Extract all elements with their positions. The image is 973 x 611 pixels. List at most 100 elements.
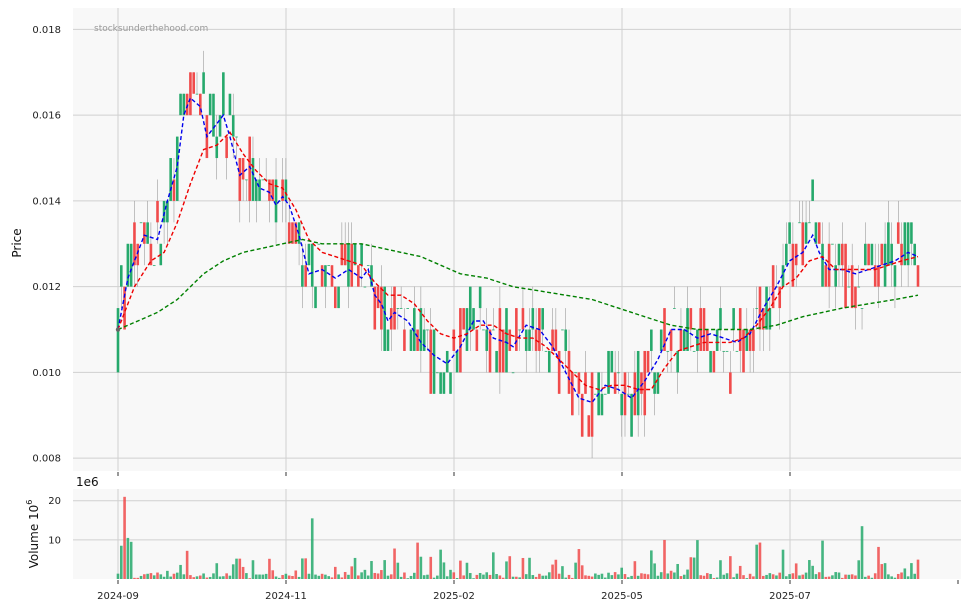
- volume-bar: [370, 561, 373, 579]
- volume-bar: [643, 573, 647, 579]
- moving-average-lines: [115, 96, 919, 404]
- candle-body: [864, 243, 867, 266]
- candle-body: [798, 222, 801, 224]
- volume-bar: [314, 574, 317, 579]
- candle-body: [189, 72, 192, 116]
- candle-body: [650, 329, 653, 351]
- volume-bar: [340, 577, 344, 579]
- volume-bar: [538, 573, 541, 579]
- volume-bar: [814, 574, 818, 579]
- volume-bar: [524, 574, 528, 579]
- volume-bar: [343, 571, 347, 579]
- volume-bar: [765, 574, 768, 579]
- volume-bar: [222, 576, 225, 579]
- candle-body: [162, 200, 166, 223]
- volume-bar: [864, 576, 867, 579]
- candle-body: [314, 286, 317, 309]
- candle-body: [666, 350, 670, 352]
- volume-bar: [189, 575, 192, 579]
- candle-body: [748, 329, 752, 351]
- volume-bar: [284, 573, 288, 579]
- candle-body: [274, 179, 278, 223]
- volume-bar: [719, 560, 722, 579]
- volume-bar: [857, 560, 861, 579]
- candle-body: [248, 136, 251, 201]
- candle-body: [679, 329, 683, 351]
- volume-bar: [179, 564, 182, 579]
- candle-body: [712, 350, 716, 373]
- candle-body: [320, 265, 324, 287]
- volume-bar: [916, 559, 920, 579]
- volume-bar: [860, 526, 864, 579]
- volume-bar: [261, 574, 265, 579]
- volume-bar: [133, 577, 136, 579]
- volume-bar: [590, 576, 594, 579]
- candle-body: [896, 222, 900, 244]
- x-tick-label: 2024-09: [97, 591, 139, 602]
- volume-bar: [449, 569, 452, 579]
- volume-bar: [781, 549, 785, 579]
- volume-bar: [231, 564, 235, 579]
- volume-bar: [294, 570, 298, 579]
- candle-body: [531, 308, 535, 330]
- candle-body: [317, 243, 321, 245]
- candle-body: [887, 222, 890, 266]
- volume-bar: [482, 574, 485, 579]
- volume-bar: [393, 548, 396, 579]
- volume-bar: [623, 574, 627, 579]
- candle-body: [827, 243, 831, 287]
- candle-body: [617, 372, 620, 374]
- volume-bar: [396, 562, 400, 579]
- volume-bar: [228, 575, 232, 579]
- volume-bar: [472, 578, 475, 579]
- volume-bar: [804, 572, 808, 579]
- volume-bar: [439, 549, 442, 579]
- candle-body: [729, 372, 732, 394]
- price-y-ticks: 0.008 0.010 0.012 0.014 0.016 0.018: [32, 25, 61, 465]
- candle-body: [831, 243, 834, 245]
- volume-bar: [840, 577, 844, 579]
- candle-body: [686, 308, 689, 351]
- volume-bar: [752, 576, 755, 579]
- volume-bar: [152, 575, 156, 579]
- x-tick-label: 2025-05: [601, 591, 643, 602]
- volume-bar: [541, 575, 544, 579]
- volume-bar: [656, 575, 660, 579]
- volume-offset-text: 1e6: [76, 475, 99, 489]
- volume-bar: [626, 577, 630, 579]
- volume-bar: [771, 574, 775, 579]
- volume-bar: [900, 572, 903, 579]
- candle-body: [149, 243, 153, 266]
- volume-bar: [709, 573, 712, 579]
- candle-body: [324, 265, 327, 287]
- candle-body: [347, 243, 350, 287]
- moving-average-long-line: [117, 238, 919, 331]
- candle-body: [752, 329, 755, 351]
- volume-bar: [301, 558, 304, 579]
- volume-bar: [679, 576, 683, 579]
- candle-body: [465, 308, 469, 351]
- candle-body: [172, 179, 176, 201]
- candle-body: [814, 222, 818, 244]
- candle-body: [673, 308, 676, 309]
- candle-body: [495, 350, 498, 373]
- volume-bar: [258, 574, 261, 579]
- volume-bar: [738, 565, 742, 579]
- candle-body: [840, 243, 844, 266]
- volume-bar: [218, 576, 222, 579]
- volume-bar: [166, 570, 169, 579]
- candle-body: [225, 136, 228, 159]
- volume-bar: [422, 575, 426, 579]
- volume-bar: [587, 575, 591, 579]
- candle-body: [156, 200, 159, 223]
- volume-bar: [564, 577, 568, 579]
- candle-body: [442, 372, 446, 394]
- volume-y-ticks: 10 20: [48, 496, 61, 546]
- candle-body: [696, 329, 699, 351]
- volume-bar: [801, 574, 805, 579]
- volume-bar: [531, 575, 535, 579]
- candle-body: [732, 308, 735, 330]
- x-tick-label: 2025-07: [769, 591, 811, 602]
- candle-body: [284, 179, 288, 201]
